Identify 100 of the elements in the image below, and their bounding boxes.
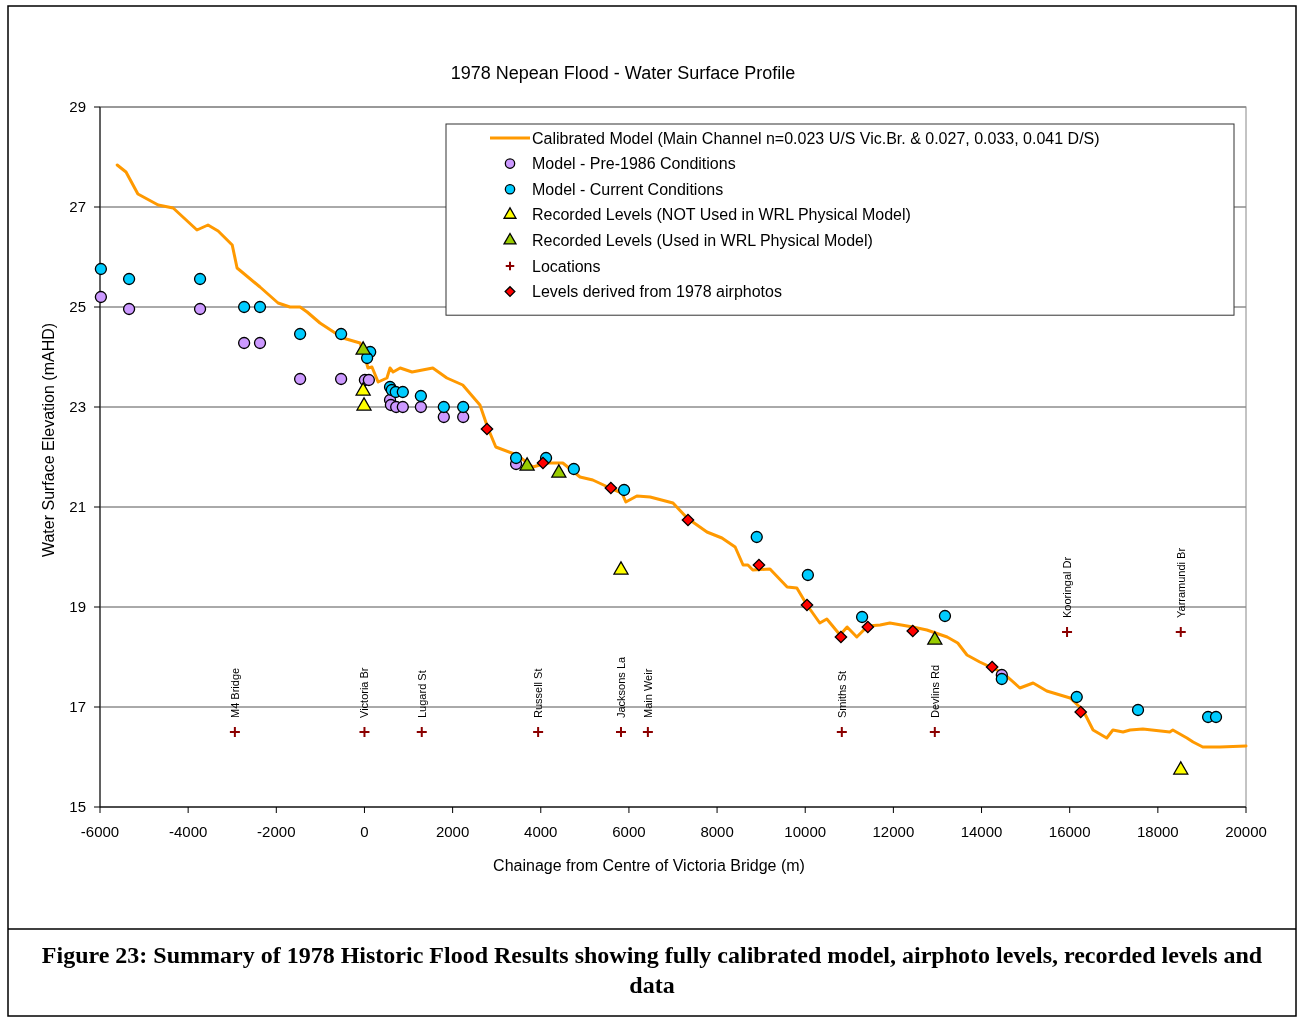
point <box>834 630 848 644</box>
point <box>293 327 307 341</box>
point <box>237 300 251 314</box>
x-tick-label: 0 <box>360 823 369 840</box>
point <box>801 568 815 582</box>
chart-title: 1978 Nepean Flood - Water Surface Profile <box>450 63 796 83</box>
annotation: Smiths St <box>835 670 848 718</box>
point <box>396 400 409 414</box>
annotation: M4 Bridge <box>228 667 241 718</box>
y-tick-label: 15 <box>69 798 86 816</box>
point <box>509 451 523 465</box>
point <box>355 382 371 396</box>
point <box>237 336 251 350</box>
x-tick-label: 8000 <box>700 823 734 840</box>
legend-label: Levels derived from 1978 airphotos <box>532 283 782 301</box>
x-tick-label: 14000 <box>960 823 1003 840</box>
point <box>752 558 766 572</box>
y-tick-label: 21 <box>69 498 86 516</box>
annotation: Main Weir <box>641 668 654 718</box>
point <box>1070 690 1083 704</box>
y-tick-label: 25 <box>69 298 86 316</box>
point <box>94 290 108 304</box>
y-tick-label: 29 <box>69 98 86 116</box>
point <box>906 624 920 638</box>
legend-label: Model - Pre-1986 Conditions <box>532 155 736 173</box>
point <box>800 598 814 612</box>
point <box>334 372 348 386</box>
point <box>362 373 376 387</box>
point <box>94 262 108 276</box>
point <box>1061 626 1074 638</box>
point <box>334 327 348 341</box>
point <box>567 462 580 476</box>
point <box>995 672 1008 686</box>
point <box>985 660 999 674</box>
y-tick-label: 27 <box>69 198 86 216</box>
point <box>414 400 428 414</box>
point <box>927 631 943 645</box>
point <box>750 530 763 544</box>
point <box>641 726 654 738</box>
y-tick-label: 23 <box>69 398 86 416</box>
point <box>122 302 136 316</box>
point <box>437 400 450 414</box>
x-tick-label: 4000 <box>524 823 558 840</box>
point <box>414 389 428 403</box>
annotation: Lugard St <box>415 670 428 718</box>
annotation: Russell St <box>532 668 545 718</box>
point <box>193 272 207 286</box>
point <box>193 302 207 316</box>
point <box>835 726 848 738</box>
point <box>519 457 535 471</box>
point <box>253 300 267 314</box>
x-tick-label: 20000 <box>1225 823 1267 840</box>
x-tick-label: -2000 <box>257 823 296 840</box>
point <box>356 397 372 411</box>
y-axis-title: Water Surface Elevation (mAHD) <box>40 322 57 558</box>
point <box>122 272 136 286</box>
annotation: Kooringal Dr <box>1061 556 1074 618</box>
point <box>861 620 875 634</box>
point <box>1173 761 1189 775</box>
legend-label: Model - Current Conditions <box>532 180 724 198</box>
point <box>1174 626 1187 638</box>
point <box>396 385 409 399</box>
annotation: Yarramundi Br <box>1174 547 1187 618</box>
point <box>617 483 631 497</box>
x-tick-label: -4000 <box>168 823 208 840</box>
annotation: Jacksons La <box>614 655 627 718</box>
point <box>1131 703 1145 717</box>
point <box>681 513 695 527</box>
point <box>928 726 941 738</box>
point <box>1209 710 1223 724</box>
point <box>532 726 545 738</box>
point <box>355 341 371 355</box>
x-tick-label: 6000 <box>612 823 646 840</box>
legend-label: Recorded Levels (NOT Used in WRL Physical Model) <box>532 206 911 224</box>
point <box>855 610 869 624</box>
point <box>415 726 428 738</box>
point <box>551 464 567 478</box>
annotation: Victoria Br <box>358 667 371 718</box>
legend-label: Recorded Levels (Used in WRL Physical Model) <box>532 232 873 249</box>
x-tick-label: 10000 <box>784 823 827 840</box>
legend-label: Locations <box>532 257 601 275</box>
x-axis-title: Chainage from Centre of Victoria Bridge (m) <box>493 857 805 874</box>
caption: Figure 23: Summary of 1978 Historic Flood Results showing fully calibrated model, airphoto levels, recorded levels and data <box>40 941 1264 1000</box>
point <box>293 372 307 386</box>
x-tick-label: 12000 <box>872 823 915 840</box>
x-tick-label: -6000 <box>80 823 120 840</box>
annotation: Devlins Rd <box>928 664 941 718</box>
point <box>358 726 371 738</box>
point <box>613 561 629 575</box>
point <box>604 481 618 495</box>
point <box>228 726 241 738</box>
point <box>437 410 450 424</box>
legend-label: Calibrated Model (Main Channel n=0.023 U/S Vic.Br. & 0.027, 0.033, 0.041 D/S) <box>532 129 1100 147</box>
point <box>480 422 494 436</box>
point <box>536 456 550 470</box>
x-tick-label: 16000 <box>1048 823 1091 840</box>
y-tick-label: 19 <box>69 598 86 616</box>
y-tick-label: 17 <box>69 698 86 716</box>
point <box>938 609 952 623</box>
point <box>1074 705 1088 719</box>
